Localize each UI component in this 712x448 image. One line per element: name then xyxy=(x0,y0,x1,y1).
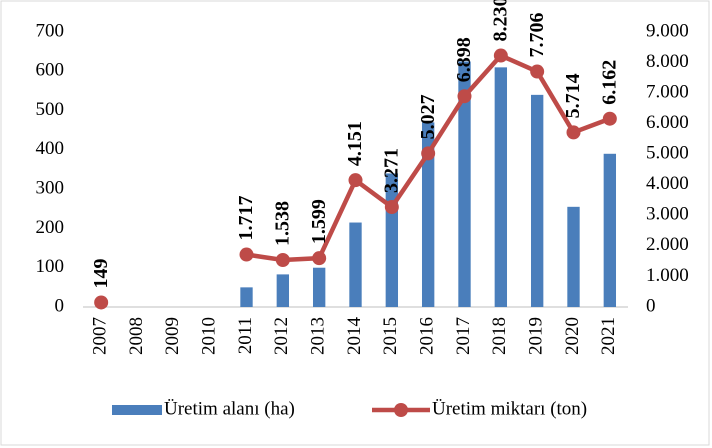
y2-tick-label: 4.000 xyxy=(646,173,689,194)
data-label: 5.027 xyxy=(417,94,439,139)
bar xyxy=(349,222,362,307)
y2-tick-label: 1.000 xyxy=(646,265,689,286)
line-marker xyxy=(493,48,508,63)
data-label: 1.599 xyxy=(308,199,330,244)
bar xyxy=(494,67,508,307)
x-tick-label: 2015 xyxy=(380,317,401,355)
data-label: 5.714 xyxy=(562,73,584,118)
y2-tick-label: 0 xyxy=(646,295,656,316)
data-label: 6.162 xyxy=(598,60,620,105)
data-label: 4.151 xyxy=(344,121,366,166)
x-tick-label: 2019 xyxy=(526,317,547,355)
y-tick-label: 600 xyxy=(36,60,65,81)
x-tick-label: 2007 xyxy=(90,317,111,355)
y-tick-label: 0 xyxy=(55,295,65,316)
y-tick-label: 200 xyxy=(36,217,65,238)
bar xyxy=(276,274,290,307)
x-tick-label: 2010 xyxy=(199,317,220,355)
line-marker xyxy=(566,125,581,140)
y2-tick-label: 5.000 xyxy=(646,143,689,164)
line-marker xyxy=(239,247,254,262)
line-marker xyxy=(275,253,290,268)
bar xyxy=(567,206,580,307)
bar xyxy=(603,153,617,307)
y2-tick-label: 7.000 xyxy=(646,81,689,102)
y-tick-label: 500 xyxy=(36,99,65,120)
y-tick-label: 100 xyxy=(36,256,65,277)
legend-swatch xyxy=(394,403,408,417)
line-marker xyxy=(312,251,327,266)
x-tick-label: 2018 xyxy=(489,317,510,355)
line-marker xyxy=(348,173,363,188)
legend-label: Üretim miktarı (ton) xyxy=(432,398,587,419)
x-tick-label: 2016 xyxy=(417,317,438,355)
y2-tick-label: 2.000 xyxy=(646,234,689,255)
line-marker xyxy=(602,111,617,126)
line-marker xyxy=(530,64,545,79)
y2-tick-label: 9.000 xyxy=(646,20,689,41)
legend-label: Üretim alanı (ha) xyxy=(164,398,295,419)
line-marker xyxy=(94,295,109,310)
data-label: 8.230 xyxy=(489,0,511,42)
data-label: 149 xyxy=(90,258,112,288)
bar xyxy=(530,94,544,307)
x-tick-label: 2011 xyxy=(235,317,256,354)
y-tick-label: 700 xyxy=(36,20,65,41)
x-tick-label: 2009 xyxy=(162,317,183,355)
y-tick-label: 400 xyxy=(36,138,65,159)
legend-swatch xyxy=(112,405,162,415)
bar xyxy=(312,267,326,307)
x-tick-label: 2014 xyxy=(344,317,365,356)
y-tick-label: 300 xyxy=(36,178,65,199)
bar xyxy=(240,287,253,307)
x-tick-label: 2021 xyxy=(598,317,619,355)
data-label: 7.706 xyxy=(526,13,548,58)
data-label: 1.717 xyxy=(235,196,257,241)
data-label: 6.898 xyxy=(453,37,475,82)
y2-tick-label: 8.000 xyxy=(646,51,689,72)
bar xyxy=(458,61,471,307)
line-marker xyxy=(457,89,472,104)
y2-tick-label: 3.000 xyxy=(646,204,689,225)
line-marker xyxy=(384,200,399,215)
x-tick-label: 2020 xyxy=(562,317,583,355)
x-tick-label: 2012 xyxy=(271,317,292,355)
data-label: 1.538 xyxy=(271,201,293,246)
x-tick-label: 2013 xyxy=(308,317,329,355)
y2-tick-label: 6.000 xyxy=(646,112,689,133)
line-marker xyxy=(421,146,436,161)
bar xyxy=(421,122,435,307)
data-label: 3.271 xyxy=(380,148,402,193)
x-tick-label: 2008 xyxy=(126,317,147,355)
x-tick-label: 2017 xyxy=(453,317,474,355)
